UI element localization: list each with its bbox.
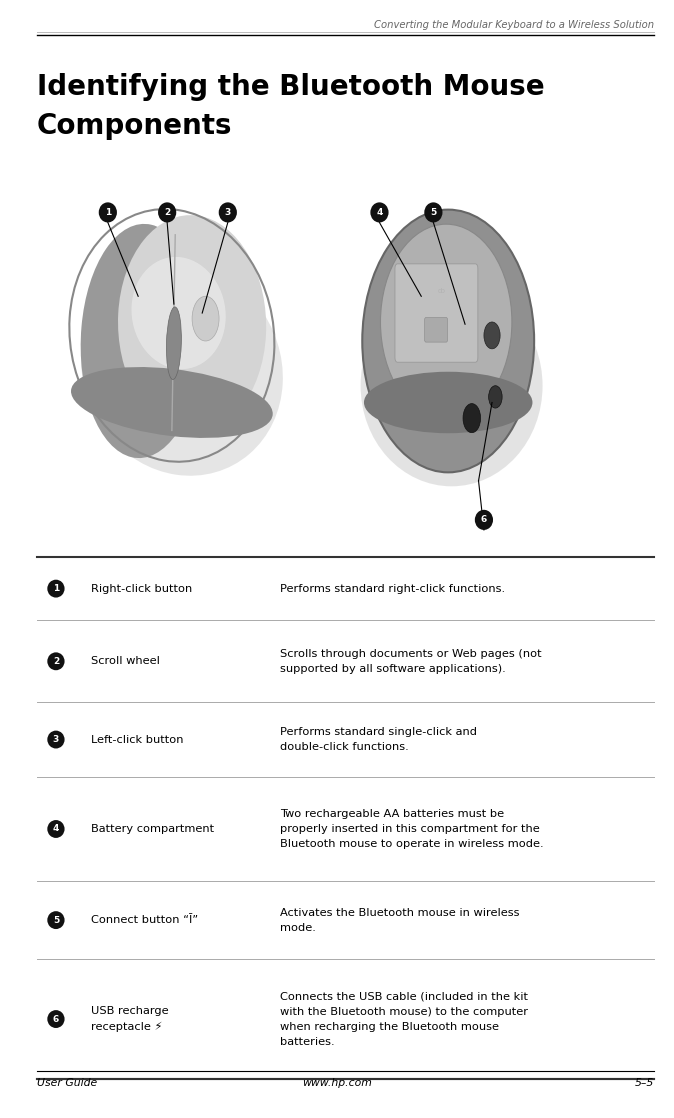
Ellipse shape: [47, 911, 65, 929]
Ellipse shape: [47, 579, 65, 597]
Text: Scroll wheel: Scroll wheel: [91, 656, 160, 666]
Ellipse shape: [131, 257, 226, 369]
Circle shape: [463, 404, 481, 433]
Ellipse shape: [71, 367, 273, 438]
Text: Left-click button: Left-click button: [91, 735, 183, 745]
Ellipse shape: [371, 202, 388, 222]
Text: batteries.: batteries.: [280, 1036, 334, 1046]
Ellipse shape: [47, 1011, 65, 1029]
Text: Converting the Modular Keyboard to a Wireless Solution: Converting the Modular Keyboard to a Wir…: [373, 20, 654, 29]
Text: double-click functions.: double-click functions.: [280, 742, 408, 752]
Text: Performs standard single-click and: Performs standard single-click and: [280, 727, 477, 737]
Text: Two rechargeable AA batteries must be: Two rechargeable AA batteries must be: [280, 809, 504, 818]
Text: 3: 3: [224, 208, 231, 217]
Ellipse shape: [474, 510, 493, 530]
FancyBboxPatch shape: [425, 318, 448, 342]
Text: Battery compartment: Battery compartment: [91, 824, 214, 834]
Text: when recharging the Bluetooth mouse: when recharging the Bluetooth mouse: [280, 1022, 499, 1032]
Text: ȸ: ȸ: [438, 287, 445, 294]
Text: 5–5: 5–5: [634, 1078, 654, 1088]
Text: receptacle ⚡: receptacle ⚡: [91, 1022, 162, 1032]
Ellipse shape: [363, 210, 534, 472]
Text: 6: 6: [53, 1014, 59, 1024]
Ellipse shape: [380, 225, 512, 419]
Text: 2: 2: [53, 656, 59, 666]
FancyBboxPatch shape: [395, 264, 478, 362]
Ellipse shape: [81, 224, 202, 458]
Text: Connects the USB cable (included in the kit: Connects the USB cable (included in the …: [280, 992, 528, 1002]
Circle shape: [484, 322, 500, 349]
Text: 5: 5: [53, 916, 59, 925]
Text: 4: 4: [53, 824, 59, 834]
Text: 1: 1: [104, 208, 111, 217]
Text: Components: Components: [37, 112, 233, 140]
Text: 3: 3: [53, 735, 59, 745]
Text: Scrolls through documents or Web pages (not: Scrolls through documents or Web pages (…: [280, 648, 541, 659]
Text: supported by all software applications).: supported by all software applications).: [280, 664, 506, 674]
Text: User Guide: User Guide: [37, 1078, 97, 1088]
Text: www.hp.com: www.hp.com: [302, 1078, 372, 1088]
Ellipse shape: [47, 821, 65, 838]
Ellipse shape: [219, 202, 237, 222]
Text: properly inserted in this compartment for the: properly inserted in this compartment fo…: [280, 824, 539, 834]
Ellipse shape: [158, 202, 176, 222]
Text: Identifying the Bluetooth Mouse: Identifying the Bluetooth Mouse: [37, 73, 545, 101]
Text: 1: 1: [53, 584, 59, 594]
Ellipse shape: [425, 202, 442, 222]
Ellipse shape: [98, 202, 117, 222]
Text: 6: 6: [481, 515, 487, 524]
Text: Performs standard right-click functions.: Performs standard right-click functions.: [280, 584, 505, 594]
Text: Activates the Bluetooth mouse in wireless: Activates the Bluetooth mouse in wireles…: [280, 908, 519, 918]
Ellipse shape: [81, 262, 283, 476]
Ellipse shape: [47, 731, 65, 749]
Text: mode.: mode.: [280, 922, 315, 932]
Text: 4: 4: [376, 208, 383, 217]
Ellipse shape: [364, 371, 532, 434]
Circle shape: [489, 386, 502, 408]
Text: with the Bluetooth mouse) to the computer: with the Bluetooth mouse) to the compute…: [280, 1006, 528, 1016]
Ellipse shape: [118, 215, 266, 434]
Text: 2: 2: [164, 208, 171, 217]
Ellipse shape: [361, 285, 543, 486]
Circle shape: [192, 296, 219, 341]
Text: Right-click button: Right-click button: [91, 584, 192, 594]
Text: Connect button “Ī”: Connect button “Ī”: [91, 916, 198, 925]
Text: USB recharge: USB recharge: [91, 1006, 168, 1016]
Text: Bluetooth mouse to operate in wireless mode.: Bluetooth mouse to operate in wireless m…: [280, 840, 543, 849]
Ellipse shape: [166, 307, 181, 379]
Ellipse shape: [47, 652, 65, 670]
Text: 5: 5: [430, 208, 437, 217]
